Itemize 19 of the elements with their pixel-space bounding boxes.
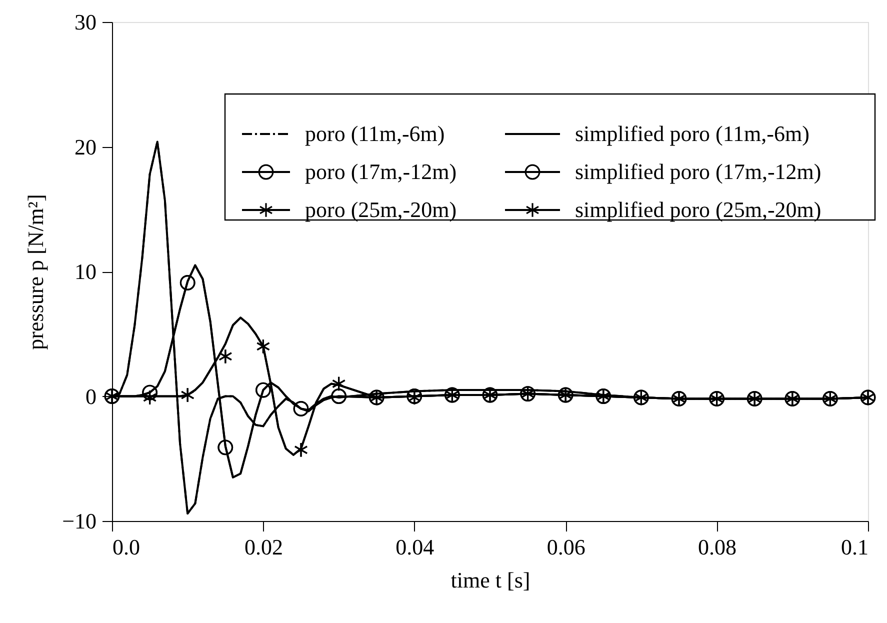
x-tick-label: 0.06: [546, 534, 586, 560]
legend-label: poro (25m,-20m): [305, 197, 457, 222]
x-axis-title: time t [s]: [450, 568, 530, 592]
legend-label: poro (11m,-6m): [305, 121, 445, 146]
x-tick-label: 0.1: [841, 534, 868, 560]
x-tick-label: 0.08: [698, 534, 737, 560]
x-tick-label: 0.02: [244, 534, 283, 560]
y-axis-title: pressure p [N/m²]: [23, 194, 48, 350]
y-tick-label: 20: [74, 134, 96, 160]
y-tick-label: 30: [74, 10, 96, 34]
legend-label: simplified poro (11m,-6m): [575, 121, 810, 146]
y-tick-label: −10: [62, 508, 96, 534]
x-tick-label: 0.0: [112, 534, 140, 560]
legend-label: simplified poro (25m,-20m): [575, 197, 822, 222]
y-tick-label: 0: [86, 384, 96, 409]
legend-label: simplified poro (17m,-12m): [575, 159, 822, 184]
y-tick-label: 10: [74, 259, 96, 284]
legend-label: poro (17m,-12m): [305, 159, 457, 184]
x-tick-label: 0.04: [396, 534, 434, 560]
